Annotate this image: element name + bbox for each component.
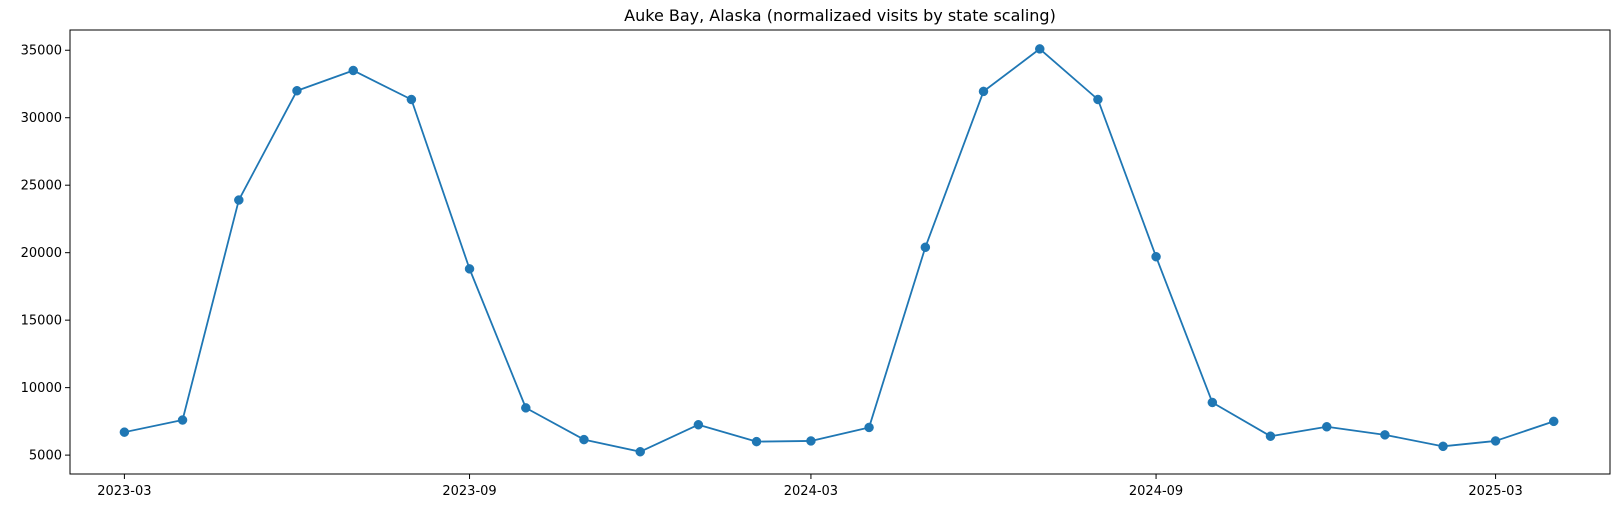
data-point [1548, 416, 1559, 427]
x-tick-label: 2023-03 [97, 484, 151, 499]
x-tick-label: 2025-03 [1468, 484, 1522, 499]
data-point [978, 86, 989, 97]
data-point [348, 65, 358, 76]
data-point [464, 264, 475, 274]
data-point [579, 434, 589, 445]
y-tick-label: 30000 [21, 111, 62, 126]
series-line [124, 47, 1555, 453]
x-tick-label: 2023-09 [442, 484, 496, 499]
data-point [1490, 436, 1501, 446]
data-point [1207, 397, 1218, 408]
y-tick-label: 25000 [21, 179, 62, 194]
data-point [1380, 430, 1390, 440]
data-point [751, 436, 762, 447]
y-axis: 5000 10000 15000 20000 25000 30000 35000 [21, 44, 70, 464]
data-point [292, 85, 302, 96]
data-point [920, 242, 931, 253]
data-point [521, 403, 531, 413]
data-point [1035, 44, 1045, 54]
data-point [806, 436, 816, 446]
data-point [635, 446, 645, 457]
data-point [119, 427, 130, 437]
x-tick-label: 2024-09 [1129, 484, 1183, 499]
data-point [1265, 431, 1276, 441]
x-tick-label: 2024-03 [784, 484, 838, 499]
data-point [177, 415, 188, 425]
data-point [406, 94, 417, 105]
data-point [1151, 251, 1161, 262]
data-point [693, 419, 704, 430]
y-tick-label: 10000 [21, 381, 62, 396]
axes-frame [69, 29, 1611, 475]
y-tick-label: 20000 [21, 246, 62, 261]
data-point [864, 422, 874, 433]
plot-area-border [69, 29, 1611, 475]
series-layer [119, 44, 1559, 457]
data-point [1438, 441, 1448, 452]
y-tick-label: 15000 [21, 314, 62, 329]
chart-title: Auke Bay, Alaska (normalizaed visits by … [624, 6, 1056, 25]
y-tick-label: 5000 [29, 449, 62, 464]
data-point [1093, 94, 1103, 105]
data-point [234, 195, 244, 205]
x-axis: 2023-03 2023-09 2024-03 2024-09 2025-03 [97, 474, 1523, 499]
data-point [1322, 422, 1332, 432]
y-tick-label: 35000 [21, 44, 62, 59]
